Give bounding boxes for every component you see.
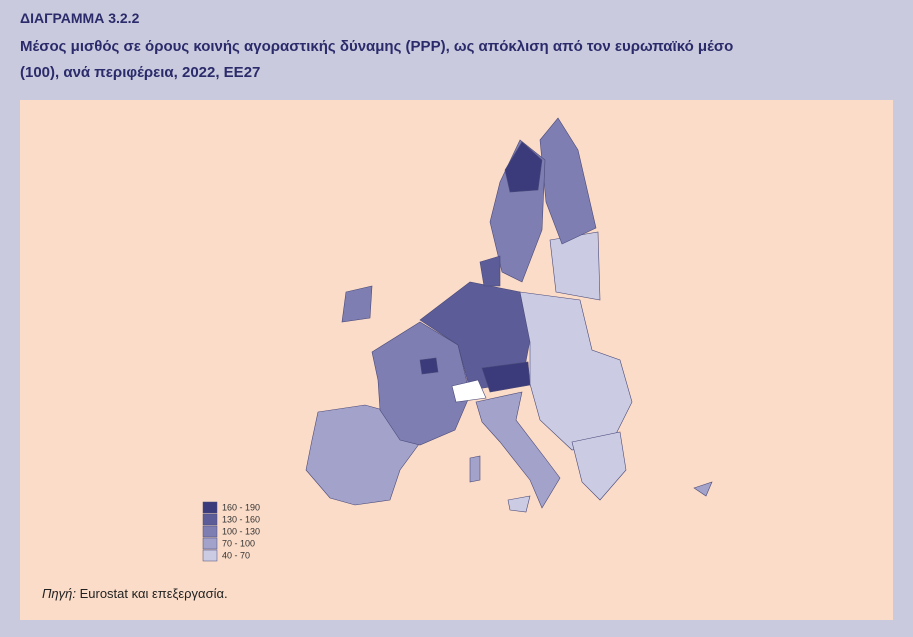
central-west [419,281,531,391]
legend-label: 100 - 130 [222,526,260,536]
legend-label: 130 - 160 [222,514,260,524]
denmark [479,255,501,287]
italy [475,391,561,509]
legend-swatch [202,501,218,514]
baltics [549,231,601,301]
title-line: (100), ανά περιφέρεια, 2022, ΕΕ27 [20,64,261,81]
regions [305,117,713,513]
ireland [341,285,373,323]
finland [539,117,597,245]
switzerland [451,379,487,403]
sweden-north [504,141,543,193]
source-text: Eurostat και επεξεργασία. [79,586,228,601]
legend-swatch [202,513,218,526]
source-label: Πηγή: [42,586,76,601]
sicily [507,495,531,513]
legend-label: 160 - 190 [222,502,260,512]
legend-label: 70 - 100 [222,538,255,548]
france [371,321,471,446]
legend-swatch [202,549,218,562]
legend-label: 40 - 70 [222,550,250,560]
paris [419,357,439,375]
title-line: Μέσος μισθός σε όρους κοινής αγοραστικής… [20,38,734,55]
source: Πηγή: Eurostat και επεξεργασία. [42,586,228,601]
legend-swatch [202,537,218,550]
cyprus [693,481,713,497]
greece [571,431,627,501]
figure-label: ΔΙΑΓΡΑΜΜΑ 3.2.2 [20,10,140,26]
sardinia [469,455,481,483]
legend-swatch [202,525,218,538]
east [519,291,633,451]
